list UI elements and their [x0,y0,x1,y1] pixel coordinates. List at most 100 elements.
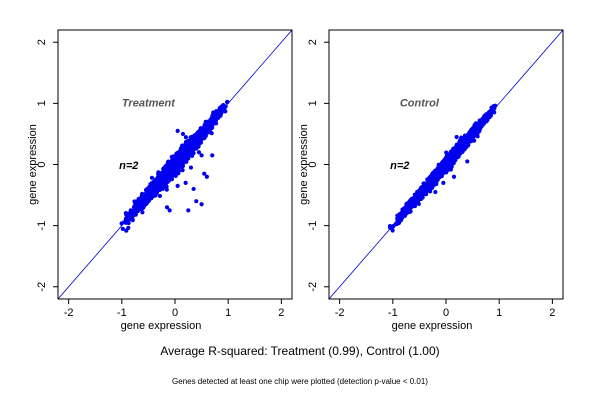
data-point [444,168,450,173]
data-point [212,118,217,123]
data-point [150,184,156,190]
data-point [153,178,158,184]
data-point [182,147,187,153]
data-point [223,109,228,114]
data-point [157,181,162,186]
data-point [165,179,170,185]
data-point [129,210,134,215]
x-tick-label: -1 [117,307,127,319]
points-treatment [119,99,230,233]
x-tick-label: 2 [278,307,284,319]
x-tick-label: 0 [172,307,178,319]
data-point [164,187,169,192]
data-point [144,190,149,195]
data-point [184,152,189,158]
outlier-point [167,208,172,213]
data-point [198,130,203,136]
panel-title: Treatment [122,97,176,109]
data-point [191,151,196,156]
y-axis-label: gene expression [27,124,39,205]
data-point [201,129,207,134]
data-point [130,216,135,221]
data-point [188,151,193,156]
x-axis-label: gene expression [121,320,202,332]
data-point [197,138,202,143]
data-point [165,161,171,166]
data-point [459,135,464,140]
outlier-point [188,165,194,170]
outlier-point [183,180,188,185]
data-point [207,119,212,124]
data-point [160,185,165,190]
data-point [390,224,396,229]
data-point [136,208,141,213]
outlier-point [199,153,204,158]
outlier-point [186,208,191,213]
points-control [387,103,498,233]
data-point [142,193,148,198]
data-point [136,199,141,205]
y-tick-label: -2 [36,282,48,292]
data-point [124,219,129,224]
y-tick-label: -1 [36,221,48,231]
x-tick-label: -2 [64,307,74,319]
data-point [169,171,174,176]
data-point [404,202,410,208]
outlier-point [180,131,186,137]
data-point [119,221,124,226]
data-point [178,148,183,153]
data-point [390,228,395,233]
outlier-point [164,205,170,210]
data-point [170,165,175,170]
data-point [156,187,161,192]
data-point [198,126,203,131]
outlier-point [204,174,210,179]
data-point [161,175,166,181]
y-tick-label: 2 [36,39,48,45]
data-point [176,156,181,161]
data-point [183,142,188,147]
data-point [188,135,193,140]
data-point [177,160,182,166]
y-tick-label: 0 [36,161,48,167]
data-point [205,126,210,131]
data-point [188,142,193,147]
data-point [165,172,170,177]
data-point [489,105,494,110]
outlier-point [202,171,207,176]
data-point [493,103,498,108]
data-point [144,197,149,202]
data-point [398,218,403,223]
outlier-point [175,128,180,133]
treatment-panel: -2 -1 0 1 2 -2 -1 0 1 2 gene expression gene expres… [27,29,293,332]
data-point [183,135,189,140]
x-tick-label: 1 [225,307,231,319]
data-point [176,171,181,176]
data-point [199,134,205,139]
data-point [148,190,153,196]
data-point [225,99,230,105]
outlier-point [210,153,215,158]
data-point [166,168,172,173]
data-point [164,184,169,189]
data-point [190,147,195,152]
data-point [222,106,227,111]
data-point [215,113,221,118]
data-point [444,150,449,155]
data-point [186,139,191,144]
data-point [211,113,216,118]
data-point [140,210,145,215]
data-point [171,159,176,164]
sample-size-label: n=2 [119,160,138,172]
data-point [157,193,163,199]
outlier-point [191,186,196,192]
outlier-point [175,183,180,188]
data-point [126,225,131,230]
data-point [138,196,143,201]
data-point [180,168,185,173]
data-point [149,175,155,180]
data-point [191,139,196,144]
y-tick-label: 1 [36,100,48,106]
data-point [156,175,162,180]
